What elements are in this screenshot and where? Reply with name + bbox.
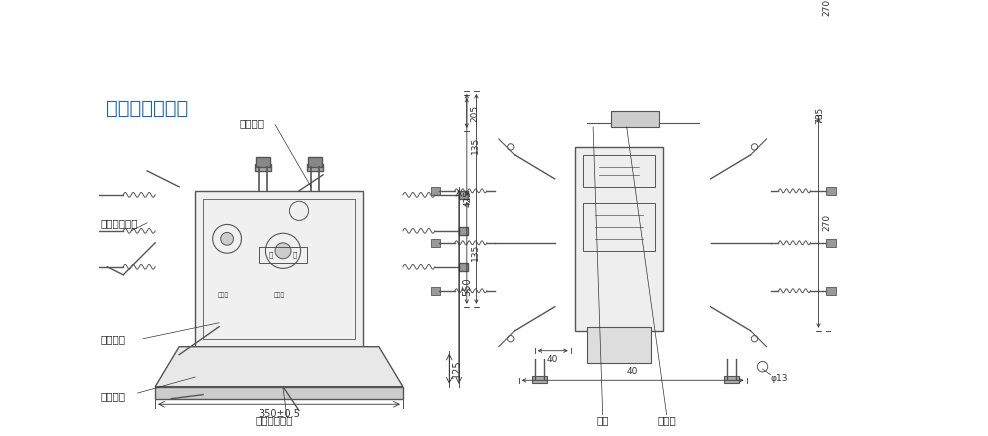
Text: 手动储能手柄: 手动储能手柄	[101, 218, 138, 228]
Text: 储能指示: 储能指示	[101, 334, 125, 344]
Bar	[431, 187, 441, 195]
Bar	[458, 227, 468, 235]
Text: 40: 40	[627, 367, 638, 376]
Text: 425: 425	[463, 191, 472, 208]
Text: 分: 分	[269, 252, 273, 258]
Bar	[83, 191, 93, 199]
Text: 785: 785	[815, 106, 824, 123]
Bar	[826, 187, 836, 195]
Text: 270: 270	[822, 214, 832, 232]
Text: 手动分合手柄: 手动分合手柄	[255, 415, 292, 425]
Bar	[533, 376, 546, 383]
Bar	[575, 147, 663, 331]
Circle shape	[275, 243, 291, 259]
Bar	[458, 263, 468, 271]
Bar	[431, 239, 441, 247]
Bar	[255, 164, 271, 171]
Bar	[611, 111, 659, 127]
Bar	[307, 164, 323, 171]
Text: 125: 125	[453, 359, 462, 378]
Text: 外形及安装尺寸: 外形及安装尺寸	[106, 99, 188, 118]
Text: 270: 270	[822, 0, 832, 16]
Bar	[204, 199, 355, 339]
Bar	[259, 247, 307, 263]
Text: 手合指示: 手合指示	[239, 118, 264, 128]
Text: 机构罩: 机构罩	[657, 415, 676, 425]
Bar	[83, 263, 93, 271]
Text: 205: 205	[471, 104, 480, 122]
Text: 550: 550	[462, 277, 472, 296]
Text: 350±0.5: 350±0.5	[258, 409, 300, 419]
Text: 箱体: 箱体	[597, 415, 609, 425]
Circle shape	[220, 232, 233, 245]
Bar	[431, 287, 441, 295]
Text: 未储能: 未储能	[217, 292, 228, 297]
Bar	[458, 191, 468, 199]
Text: 合: 合	[292, 252, 297, 258]
Text: 航空插座: 航空插座	[101, 391, 125, 401]
Bar	[826, 287, 836, 295]
Bar	[587, 327, 651, 363]
Bar	[583, 155, 655, 187]
Text: 135: 135	[471, 244, 480, 262]
Bar	[195, 191, 363, 347]
Text: 135: 135	[471, 136, 480, 153]
Bar	[256, 157, 271, 167]
Bar	[724, 376, 739, 383]
Bar	[826, 239, 836, 247]
Text: 已储能: 已储能	[274, 292, 285, 297]
Text: φ13: φ13	[771, 374, 788, 383]
Text: 40: 40	[547, 355, 558, 364]
Bar	[155, 387, 403, 399]
Bar	[308, 157, 322, 167]
Bar	[583, 203, 655, 251]
Polygon shape	[155, 347, 403, 387]
Bar	[83, 227, 93, 235]
